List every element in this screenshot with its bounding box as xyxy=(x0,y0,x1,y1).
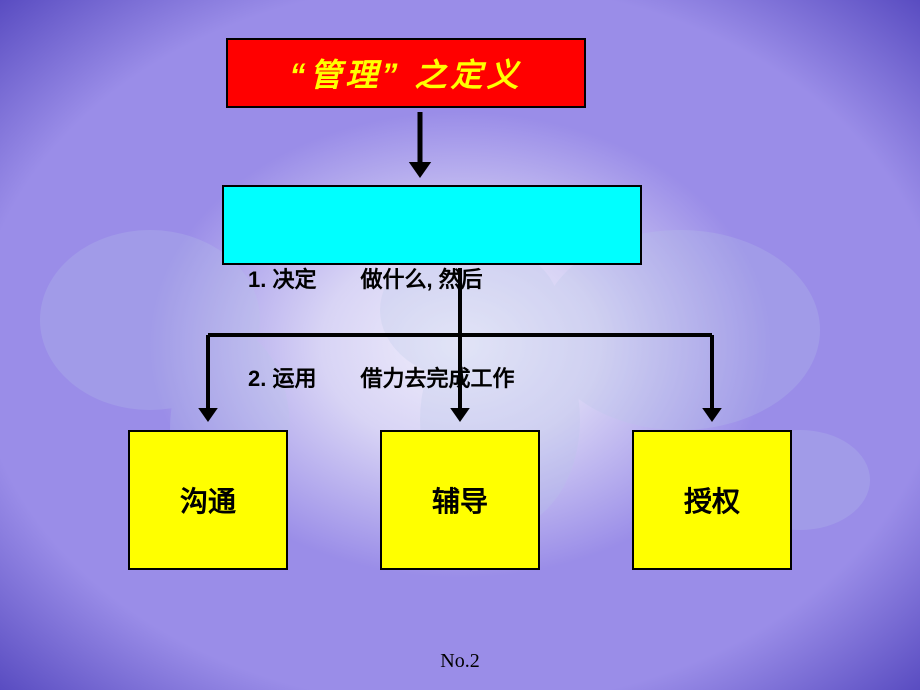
page-number-text: No.2 xyxy=(440,650,479,672)
leaf-box-0: 沟通 xyxy=(128,430,288,570)
title-text: “管理” 之定义 xyxy=(290,50,523,96)
leaf-text-0: 沟通 xyxy=(180,480,236,520)
description-box: 1. 决定 做什么, 然后 2. 运用 借力去完成工作 xyxy=(222,185,642,265)
leaf-text-1: 辅导 xyxy=(432,480,488,520)
branch-connector xyxy=(188,263,732,442)
leaf-box-1: 辅导 xyxy=(380,430,540,570)
page-number: No.2 xyxy=(0,650,920,673)
arrow-title-to-desc xyxy=(404,96,436,194)
leaf-text-2: 授权 xyxy=(684,480,740,520)
leaf-box-2: 授权 xyxy=(632,430,792,570)
